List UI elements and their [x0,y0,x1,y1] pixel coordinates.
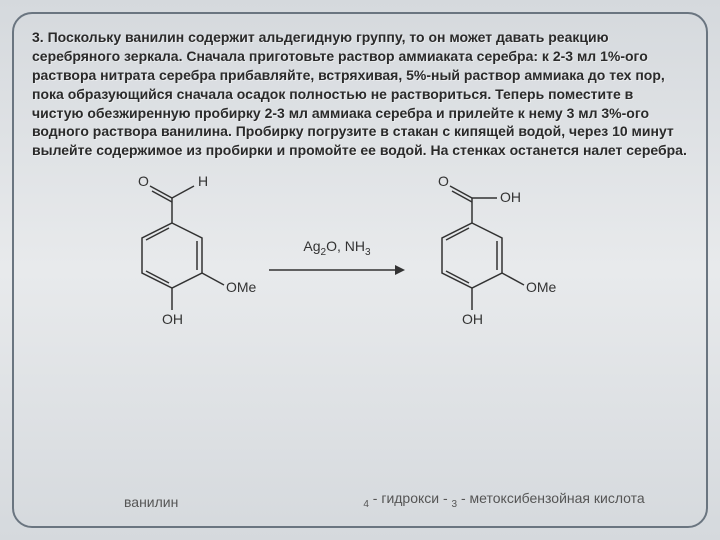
caption-acid: 4 - гидрокси - 3 - метоксибензойная кисл… [314,490,694,510]
label-OH: OH [162,311,183,327]
label-OMe: OMe [226,279,257,295]
reaction-diagram: O H OMe OH Ag2O, NH3 [92,168,652,348]
acid-suf: - метоксибензойная кислота [457,490,645,506]
label-OMe-r: OMe [526,279,557,295]
reagent-sub3: 3 [365,247,371,258]
main-paragraph: 3. Поскольку ванилин содержит альдегидну… [32,28,688,160]
molecule-acid: O OH OMe OH [422,168,572,343]
reagent-rest: O, NH [326,238,365,254]
caption-vanillin: ванилин [124,494,178,510]
label-O: O [138,173,149,189]
vanillin-structure: O H OMe OH [122,168,262,338]
acid-mid: - гидрокси - [369,490,452,506]
acid-structure: O OH OMe OH [422,168,572,338]
label-H: H [198,173,208,189]
reagent-ag: Ag [303,238,320,254]
label-OH-r: OH [462,311,483,327]
reagent-label: Ag2O, NH3 [267,238,407,258]
arrow-icon [267,260,407,280]
reaction-arrow-group: Ag2O, NH3 [267,238,407,285]
slide-frame: 3. Поскольку ванилин содержит альдегидну… [12,12,708,528]
label-O-r: O [438,173,449,189]
label-OHtop-r: OH [500,189,521,205]
molecule-vanillin: O H OMe OH [122,168,262,343]
